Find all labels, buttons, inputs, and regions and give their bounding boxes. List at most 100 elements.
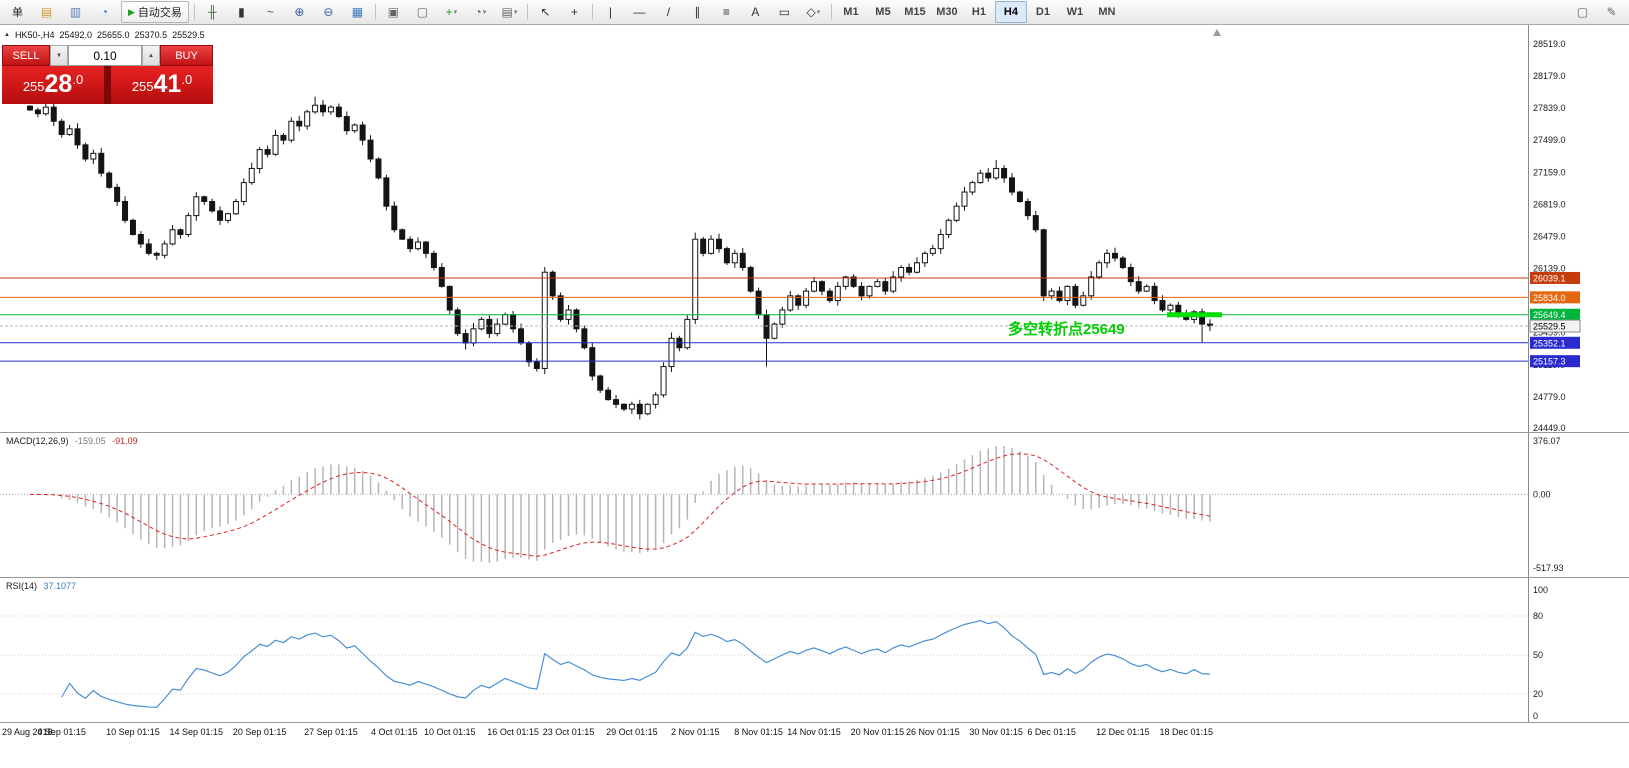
ohlc-bars-chart-button[interactable]: ╫ [198,1,227,23]
time-label: 14 Sep 01:15 [169,727,224,737]
timeframe-m30[interactable]: M30 [936,6,958,18]
volume-increase-button[interactable]: ▲ [142,45,160,66]
sell-price-button[interactable]: 255 28 .0 [2,66,104,104]
profiles-menu-button[interactable]: ◔ ▾ [466,1,495,23]
timeframe-w1[interactable]: W1 [1066,6,1084,18]
chart-window-icon-glyph: ▤ [40,5,53,19]
buy-button[interactable]: BUY [160,45,213,66]
edit-button[interactable]: ✎ [1597,1,1626,23]
time-label: 4 Oct 01:15 [371,727,418,737]
svg-text:28519.0: 28519.0 [1533,39,1566,49]
templates-button[interactable]: ▤ ▾ [495,1,524,23]
sell-button[interactable]: SELL [2,45,50,66]
macd-main-value: -159.05 [75,436,106,446]
current-price-tag [1529,319,1581,333]
timeframe-h4[interactable]: H4 [994,1,1027,23]
fibonacci-button[interactable]: ≡ [712,1,741,23]
dropdown-caret-icon: ▾ [482,9,487,16]
refresh-icon[interactable]: ◔ [90,1,119,23]
buy-price-button[interactable]: 255 41 .0 [111,66,213,104]
shapes-glyph: ◇ [806,5,816,19]
templates-glyph: ▤ [501,5,513,19]
toolbar-separator [193,4,195,20]
volume-decrease-button[interactable]: ▼ [50,45,68,66]
play-icon: ▶ [128,6,135,17]
price-tag-25352.1 [1530,336,1580,349]
sell-price-prefix: 255 [22,79,45,94]
docs-button[interactable]: ▢ [1568,1,1597,23]
horizontal-line-button[interactable]: — [625,1,654,23]
svg-text:27839.0: 27839.0 [1533,103,1566,113]
time-label: 10 Sep 01:15 [106,727,160,737]
tile-windows-button[interactable]: ▦ [343,1,372,23]
price-tag-25157.3 [1530,355,1580,368]
svg-text:24779.0: 24779.0 [1533,392,1566,402]
crosshair-glyph: + [570,5,578,19]
rsi-panel: 100 80 50 20 0 RSI(14) 37.1077 [0,578,1629,723]
time-label: 2 Nov 01:15 [670,727,720,737]
buy-price-prefix: 255 [131,79,154,94]
svg-text:376.07: 376.07 [1533,436,1561,446]
channel-button[interactable]: ∥ [683,1,712,23]
svg-text:25352.1: 25352.1 [1533,338,1566,348]
refresh-icon-glyph: ◔ [100,5,109,19]
time-label: 20 Sep 01:15 [232,727,287,737]
new-chart-button[interactable]: + ▾ [437,1,466,23]
timeframe-h1[interactable]: H1 [971,6,986,18]
new-chart-glyph: + [445,5,453,19]
chart-low-value: 25370.5 [134,30,168,40]
svg-text:25157.3: 25157.3 [1533,357,1566,367]
edit-glyph: ✎ [1606,5,1617,19]
rsi-canvas[interactable]: 100 80 50 20 0 [0,578,1629,722]
time-axis[interactable]: 29 Aug 2018 4 Sep 01:15 10 Sep 01:15 14 Sep… [0,723,1629,745]
text-button[interactable]: A [741,1,770,23]
timeframe-m1[interactable]: M1 [843,6,859,18]
line-chart-button[interactable]: ~ [256,1,285,23]
timeframe-m5[interactable]: M5 [875,6,891,18]
macd-canvas[interactable]: 376.07 0.00 -517.93 [0,433,1629,577]
cursor-button[interactable]: ↖ [531,1,560,23]
dropdown-caret-icon: ▾ [513,9,518,16]
zoom-in-button[interactable]: ⊕ [285,1,314,23]
rsi-name: RSI(14) [6,581,38,591]
sell-price-big: 28 [44,70,73,98]
main-chart-canvas[interactable]: 28519.0 28179.0 27839.0 27499.0 27159.0 26819… [0,25,1629,432]
one-click-trading-panel: SELL ▼ ▲ BUY 255 28 .0 255 41 .0 [2,45,213,104]
time-label: 18 Dec 01:15 [1159,727,1214,737]
price-tag-25649.4 [1530,308,1580,321]
zoom-in-glyph: ⊕ [294,5,305,19]
time-label: 14 Nov 01:15 [787,727,841,737]
timeframe-mn[interactable]: MN [1098,6,1116,18]
dropdown-caret-icon: ▾ [816,9,821,16]
chart-shift-marker-icon[interactable] [1213,29,1221,36]
vertical-line-button[interactable]: | [596,1,625,23]
cascade-windows-button[interactable]: ▣ [379,1,408,23]
price-tag-25834.0 [1530,291,1580,304]
crosshair-button[interactable]: + [560,1,589,23]
buy-price-big: 41 [153,70,182,98]
time-label: 8 Nov 01:15 [734,727,783,737]
autotrading-button[interactable]: ▶ 自动交易 [121,1,189,23]
new-order-button[interactable]: 单 [12,7,23,19]
zoom-out-button[interactable]: ⊖ [314,1,343,23]
timeframe-d1[interactable]: D1 [1035,6,1050,18]
pivot-annotation-text[interactable]: 多空转折点25649 [1008,321,1125,338]
trendline-button[interactable]: / [654,1,683,23]
shapes-button[interactable]: ◇ ▾ [799,1,828,23]
chart-window-icon[interactable]: ▤ [32,1,61,23]
timeframe-m15[interactable]: M15 [904,6,926,18]
toolbar-separator [591,4,593,20]
svg-text:100: 100 [1533,585,1548,595]
time-label: 27 Sep 01:15 [304,727,358,737]
arrange-windows-button[interactable]: ▢ [408,1,437,23]
chart-symbol-period: HK50-,H4 [14,30,55,40]
svg-text:26139.0: 26139.0 [1533,264,1566,274]
profiles-icon[interactable]: ▥ [61,1,90,23]
volume-input[interactable] [68,45,142,66]
svg-text:80: 80 [1533,611,1543,621]
label-button[interactable]: ▭ [770,1,799,23]
candlestick-chart-button[interactable]: ▮ [227,1,256,23]
svg-text:0.00: 0.00 [1533,489,1551,499]
rsi-label: RSI(14) 37.1077 [6,581,76,591]
time-label: 4 Sep 01:15 [37,727,86,737]
